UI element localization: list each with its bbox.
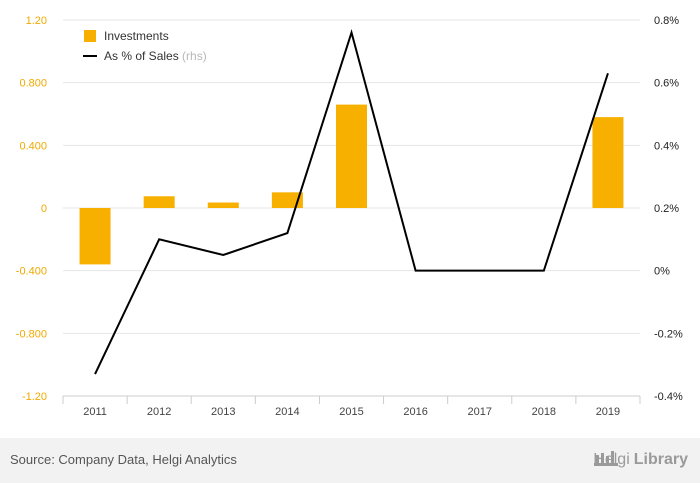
- y-left-tick-label: -1.20: [22, 391, 47, 403]
- x-tick-label: 2018: [532, 406, 556, 418]
- legend-label-investments: Investments: [104, 29, 169, 43]
- y-right-tick-label: -0.4%: [654, 391, 683, 403]
- y-left-tick-label: 0.800: [19, 78, 47, 90]
- bar-investments: [271, 192, 303, 208]
- source-text: Source: Company Data, Helgi Analytics: [10, 452, 237, 467]
- chart-svg: 1.20 0.800 0.400 0 -0.400 -0.800 -1.20 0.8% 0.6%…: [16, 15, 683, 418]
- bar-investments: [79, 208, 111, 265]
- y-left-tick-label: 0: [41, 203, 47, 215]
- bar-investments: [143, 196, 175, 208]
- x-tick-label: 2014: [275, 406, 299, 418]
- bar-investments: [207, 202, 239, 208]
- brand-logo: HelgiLibrary: [593, 449, 688, 471]
- x-tick-label: 2015: [339, 406, 363, 418]
- footer-bar: [0, 438, 700, 483]
- brand-bold: Library: [633, 451, 688, 468]
- y-left-tick-label: 0.400: [19, 140, 47, 152]
- y-right-tick-label: -0.2%: [654, 328, 683, 340]
- y-right-tick-label: 0.4%: [654, 140, 679, 152]
- x-tick-label: 2013: [211, 406, 235, 418]
- x-tick-label: 2019: [596, 406, 620, 418]
- x-tick-label: 2011: [83, 406, 107, 418]
- y-left-tick-label: -0.800: [16, 328, 47, 340]
- legend-label-rhs-suffix: (rhs): [182, 49, 207, 63]
- x-tick-label: 2016: [403, 406, 427, 418]
- library-icon: [594, 451, 619, 466]
- x-tick-label: 2017: [467, 406, 491, 418]
- y-right-tick-label: 0%: [654, 266, 670, 278]
- legend-swatch-investments: [84, 30, 96, 42]
- bar-investments: [336, 104, 367, 208]
- legend-label-pct-of-sales: As % of Sales (rhs): [104, 49, 207, 63]
- y-left-tick-label: 1.20: [26, 15, 47, 27]
- y-right-tick-label: 0.8%: [654, 15, 679, 27]
- y-right-tick-label: 0.6%: [654, 78, 679, 90]
- x-tick-label: 2012: [147, 406, 171, 418]
- bar-investments: [592, 117, 624, 208]
- y-left-tick-label: -0.400: [16, 266, 47, 278]
- line-pct-of-sales: [94, 28, 609, 375]
- y-right-tick-label: 0.2%: [654, 203, 679, 215]
